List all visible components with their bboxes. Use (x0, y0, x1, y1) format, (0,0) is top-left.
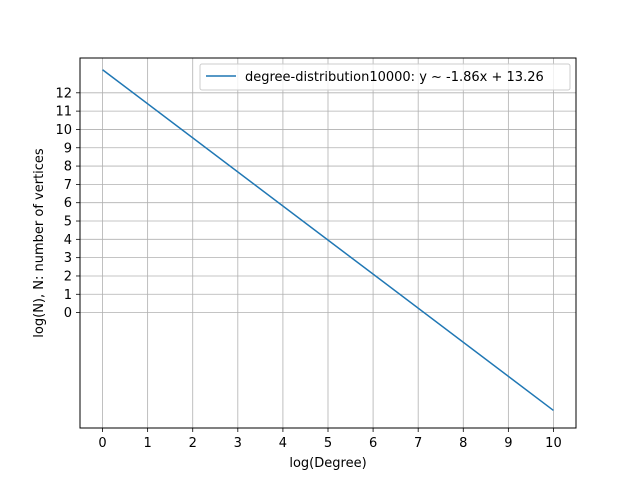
y-axis-label: log(N), N: number of vertices (32, 148, 47, 338)
x-tick-label: 0 (98, 436, 106, 451)
y-tick-label: 2 (64, 269, 72, 284)
y-tick-label: 8 (64, 160, 72, 175)
x-tick-label: 1 (143, 436, 151, 451)
series-group (102, 69, 554, 412)
x-axis-label: log(Degree) (289, 456, 366, 471)
x-tick-label: 6 (369, 436, 377, 451)
y-tick-label: 3 (64, 251, 72, 266)
x-tick-label: 5 (324, 436, 332, 451)
x-tick-label: 4 (279, 436, 287, 451)
y-tick-label: 9 (64, 141, 72, 156)
x-tick-label: 7 (414, 436, 422, 451)
legend: degree-distribution10000: y ~ -1.86x + 1… (199, 63, 571, 91)
x-tick-label: 10 (545, 436, 562, 451)
y-tick-label: 6 (64, 196, 72, 211)
y-tick-label: 4 (64, 233, 72, 248)
x-tick-label: 8 (459, 436, 467, 451)
y-tick-label: 10 (55, 123, 72, 138)
y-tick-label: 7 (64, 178, 72, 193)
y-tick-label: 11 (55, 105, 72, 120)
y-tick-label: 12 (55, 86, 72, 101)
x-tick-label: 2 (189, 436, 197, 451)
y-tick-label: 5 (64, 215, 72, 230)
x-tick-label: 3 (234, 436, 242, 451)
x-tick-label: 9 (504, 436, 512, 451)
grid (80, 58, 576, 428)
legend-box (199, 63, 571, 91)
legend-label: degree-distribution10000: y ~ -1.86x + 1… (245, 70, 544, 85)
y-tick-label: 1 (64, 288, 72, 303)
series-line (102, 69, 554, 412)
y-tick-label: 0 (64, 306, 72, 321)
x-axis: 0 1 2 3 4 5 6 7 8 9 10 (98, 428, 562, 451)
